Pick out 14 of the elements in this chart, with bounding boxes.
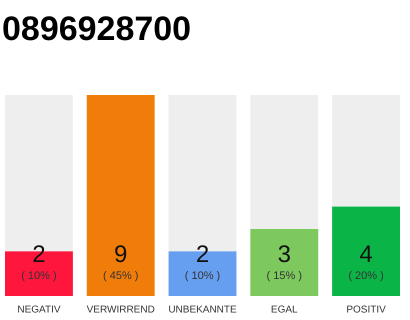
annotation: ( 15% ) xyxy=(266,270,302,282)
annotation: ( 20% ) xyxy=(348,270,384,282)
x-tick-label: VERWIRREND xyxy=(86,304,155,316)
x-tick-label: POSITIV xyxy=(346,304,386,316)
annotation: ( 45% ) xyxy=(102,270,138,282)
annotation: ( 10% ) xyxy=(184,270,220,282)
x-tick-label: NEGATIV xyxy=(17,304,61,316)
annotation: ( 10% ) xyxy=(21,270,57,282)
data-label: 3 xyxy=(278,241,291,268)
data-label: 9 xyxy=(114,241,128,268)
x-tick-label: EGAL xyxy=(270,304,298,316)
data-label: 4 xyxy=(359,241,373,268)
chart-title: 0896928700 xyxy=(2,10,192,48)
x-tick-label: UNBEKANNTE xyxy=(168,304,237,316)
